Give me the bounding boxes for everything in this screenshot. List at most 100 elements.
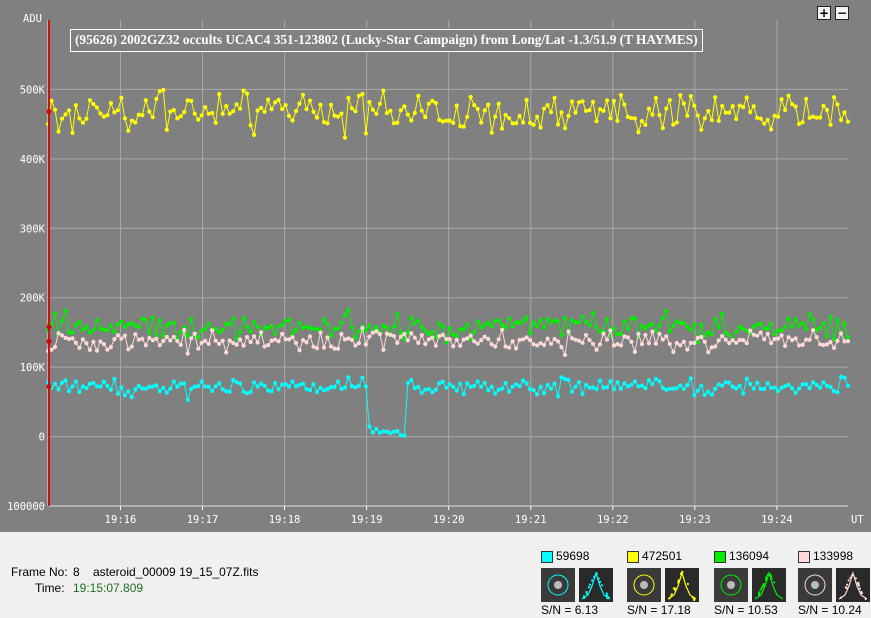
data-point: [304, 324, 309, 329]
star-image-thumbnail[interactable]: [627, 568, 661, 602]
data-point: [119, 95, 124, 100]
data-point: [545, 336, 550, 341]
star-color-swatch[interactable]: [798, 551, 810, 563]
data-point: [220, 387, 225, 392]
star-panel-472501[interactable]: 472501 S/N = 17.18: [627, 549, 703, 618]
star-panel-136094[interactable]: 136094 S/N = 10.53: [714, 549, 790, 618]
data-point: [178, 381, 183, 386]
data-point: [363, 328, 368, 333]
light-curve-chart[interactable]: 500K 400K 300K 200K 100K 0 100000 19:16 19:17 19:…: [0, 0, 871, 532]
data-point: [517, 113, 522, 119]
data-point: [685, 383, 690, 388]
data-point: [384, 325, 389, 330]
data-point: [161, 333, 166, 338]
data-point: [276, 324, 281, 329]
data-point: [653, 341, 659, 346]
star-color-swatch[interactable]: [541, 551, 553, 563]
data-point: [154, 336, 159, 341]
data-point: [583, 108, 589, 113]
data-point: [573, 110, 578, 115]
y-tick-label: 300K: [20, 223, 46, 235]
data-point: [199, 113, 204, 118]
data-point: [328, 333, 334, 338]
data-point: [842, 375, 847, 380]
x-tick-label: 19:20: [433, 514, 465, 526]
psf-sample-point: [770, 577, 773, 580]
data-point: [545, 103, 550, 108]
data-point: [559, 110, 564, 115]
data-point: [824, 107, 830, 112]
data-point: [713, 95, 718, 100]
star-image-thumbnail[interactable]: [714, 568, 748, 602]
data-point: [779, 97, 784, 102]
data-point: [203, 384, 208, 389]
aperture-ring: [804, 574, 826, 596]
data-point: [206, 321, 211, 326]
data-point: [493, 114, 498, 119]
data-point: [335, 326, 341, 332]
star-id: 133998: [813, 549, 854, 563]
star-image-thumbnail[interactable]: [798, 568, 832, 602]
data-point: [811, 328, 816, 333]
data-point: [695, 335, 700, 340]
star-panel-59698[interactable]: 59698 S/N = 6.13: [541, 549, 617, 618]
zoom-out-button[interactable]: −: [835, 6, 849, 20]
data-point: [667, 98, 672, 103]
data-point: [776, 328, 781, 333]
data-point: [133, 387, 138, 392]
data-point: [307, 98, 313, 103]
data-point: [521, 378, 526, 383]
psf-sample-point: [765, 579, 768, 582]
data-point: [430, 98, 435, 103]
data-point: [321, 388, 327, 393]
data-point: [164, 127, 169, 132]
data-point: [500, 126, 505, 131]
data-point: [143, 386, 148, 391]
data-point: [611, 387, 617, 392]
data-point: [423, 387, 428, 392]
data-point: [601, 331, 606, 336]
data-point: [276, 97, 281, 102]
data-point: [758, 321, 763, 326]
data-point: [755, 322, 760, 327]
data-point: [318, 102, 323, 107]
star-color-swatch[interactable]: [627, 551, 639, 563]
data-point: [468, 94, 473, 100]
data-point: [590, 310, 596, 316]
data-point: [339, 331, 344, 337]
data-point: [674, 319, 679, 324]
data-point: [807, 386, 812, 391]
psf-sample-point: [762, 584, 765, 587]
data-point: [70, 130, 75, 135]
data-point: [678, 383, 683, 388]
data-point: [210, 388, 215, 393]
data-point: [213, 326, 218, 331]
data-point: [734, 116, 739, 122]
data-point: [273, 337, 278, 342]
data-point: [437, 381, 442, 386]
data-point: [514, 121, 519, 126]
data-point: [377, 332, 382, 337]
data-point: [482, 380, 487, 385]
star-image-thumbnail[interactable]: [541, 568, 575, 602]
zoom-in-button[interactable]: +: [817, 6, 831, 20]
data-point: [311, 109, 316, 114]
data-point: [304, 340, 309, 345]
star-color-swatch[interactable]: [714, 551, 726, 563]
data-point: [657, 323, 662, 328]
y-tick-label: 0: [39, 432, 45, 444]
data-point: [545, 382, 550, 388]
data-point: [381, 88, 386, 93]
frame-cursor[interactable]: [46, 20, 52, 506]
star-panel-133998[interactable]: 133998 S/N = 10.24: [798, 549, 871, 618]
data-point: [643, 122, 648, 127]
data-point: [723, 337, 728, 342]
snr-label: S/N =: [798, 603, 829, 617]
data-point: [199, 340, 204, 345]
light-curve-plot[interactable]: 500K 400K 300K 200K 100K 0 100000 19:16 19:17 19:…: [0, 0, 871, 532]
data-point: [776, 336, 781, 341]
data-point: [122, 324, 127, 329]
data-point: [458, 124, 463, 129]
data-point: [762, 121, 767, 126]
data-point: [402, 337, 407, 342]
